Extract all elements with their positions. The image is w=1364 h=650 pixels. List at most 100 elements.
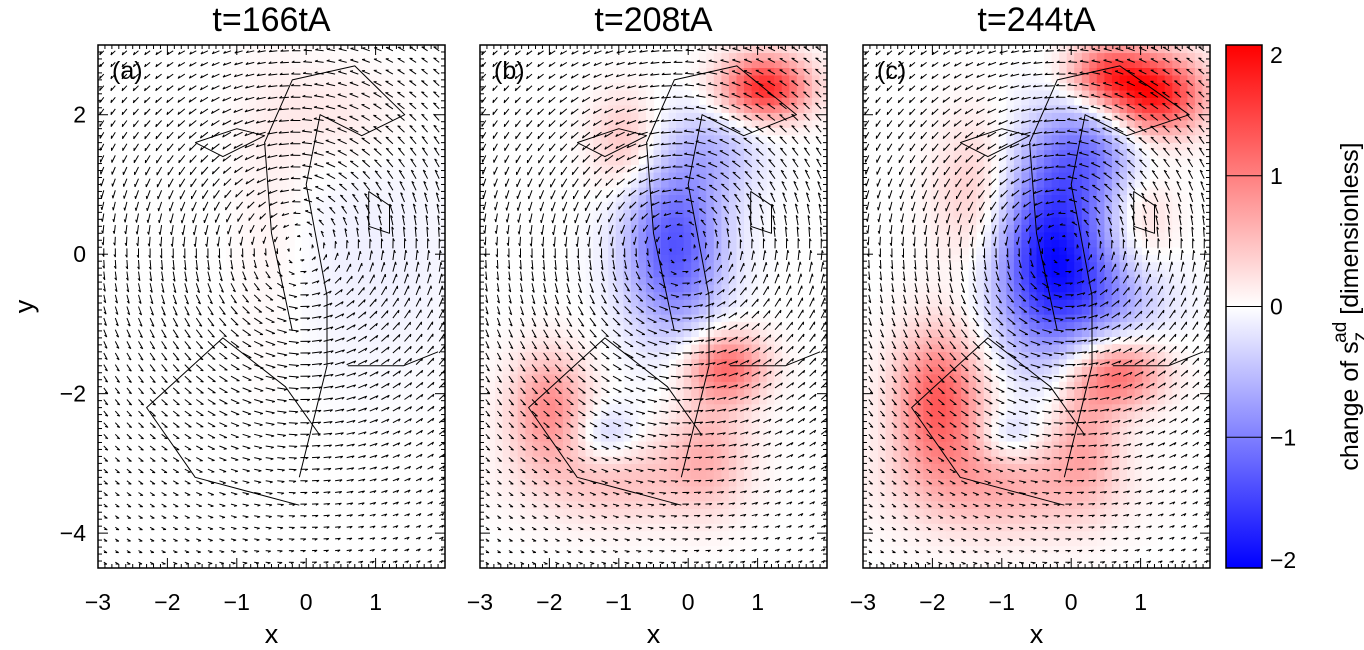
field-cell — [570, 269, 579, 278]
field-cell — [683, 508, 692, 517]
field-cell — [706, 351, 715, 360]
velocity-arrow — [346, 408, 356, 412]
field-cell — [774, 209, 783, 218]
field-cell — [294, 187, 303, 196]
field-cell — [615, 269, 624, 278]
field-cell — [316, 67, 325, 76]
velocity-arrow — [184, 503, 191, 508]
field-cell — [646, 119, 655, 128]
field-cell — [638, 291, 647, 300]
field-cell — [437, 261, 445, 270]
velocity-arrow — [179, 178, 186, 188]
velocity-arrow — [103, 433, 109, 440]
field-cell — [661, 149, 670, 158]
density-contours — [146, 65, 439, 506]
field-cell — [593, 157, 602, 166]
field-cell — [399, 231, 408, 240]
field-cell — [661, 455, 670, 464]
velocity-arrow — [438, 285, 444, 296]
field-cell — [309, 224, 318, 233]
field-cell — [759, 119, 768, 128]
field-cell — [286, 231, 295, 240]
velocity-arrow — [195, 294, 201, 305]
velocity-arrow — [126, 271, 129, 281]
velocity-arrow — [161, 364, 168, 372]
field-cell — [377, 328, 386, 337]
field-cell — [407, 306, 416, 315]
field-cell — [384, 82, 393, 91]
velocity-arrow — [196, 515, 202, 519]
field-cell — [623, 328, 632, 337]
field-cell — [233, 82, 242, 91]
field-cell — [502, 328, 511, 337]
field-cell — [691, 448, 700, 457]
field-cell — [600, 418, 609, 427]
field-cell — [668, 157, 677, 166]
field-cell — [789, 172, 798, 181]
velocity-arrow — [245, 85, 255, 89]
velocity-arrow — [358, 395, 368, 400]
field-cell — [407, 381, 416, 390]
velocity-arrow — [155, 50, 162, 56]
field-cell — [744, 314, 753, 323]
field-cell — [346, 321, 355, 330]
velocity-arrow — [138, 364, 144, 372]
field-cell — [547, 500, 556, 509]
field-cell — [728, 448, 737, 457]
velocity-arrow — [166, 96, 174, 104]
field-cell — [698, 314, 707, 323]
field-cell — [638, 261, 647, 270]
velocity-arrow — [251, 236, 255, 245]
field-cell — [510, 396, 519, 405]
field-cell — [759, 194, 768, 203]
field-cell — [563, 478, 572, 487]
velocity-arrow — [219, 422, 228, 427]
field-cell — [766, 448, 775, 457]
field-cell — [706, 448, 715, 457]
field-cell — [615, 119, 624, 128]
velocity-arrow — [172, 433, 180, 439]
velocity-arrow — [267, 108, 278, 111]
field-cell — [691, 142, 700, 151]
velocity-arrow — [113, 259, 117, 269]
field-cell — [691, 172, 700, 181]
field-cell — [324, 366, 333, 375]
field-cell — [661, 463, 670, 472]
field-cell — [706, 164, 715, 173]
field-cell — [608, 433, 617, 442]
velocity-arrow — [346, 287, 354, 296]
field-cell — [623, 239, 632, 248]
field-cell — [241, 299, 250, 308]
velocity-arrow — [433, 102, 440, 110]
field-cell — [570, 254, 579, 263]
field-cell — [721, 411, 730, 420]
velocity-arrow — [421, 124, 428, 133]
field-cell — [744, 478, 753, 487]
field-cell — [384, 164, 393, 173]
field-cell — [286, 89, 295, 98]
field-cell — [437, 328, 445, 337]
field-cell — [547, 441, 556, 450]
field-cell — [339, 59, 348, 68]
field-cell — [532, 500, 541, 509]
field-cell — [713, 470, 722, 479]
field-cell — [623, 269, 632, 278]
velocity-arrow — [239, 236, 244, 246]
velocity-arrow — [404, 273, 409, 284]
field-cell — [362, 187, 371, 196]
velocity-arrow — [102, 271, 106, 281]
field-cell — [264, 336, 273, 345]
velocity-arrow — [356, 227, 359, 237]
field-cell — [630, 411, 639, 420]
field-cell — [766, 284, 775, 293]
field-cell — [683, 216, 692, 225]
field-cell — [264, 276, 273, 285]
field-cell — [399, 254, 408, 263]
field-cell — [736, 493, 745, 502]
field-cell — [766, 314, 775, 323]
field-cell — [766, 164, 775, 173]
field-cell — [728, 328, 737, 337]
field-cell — [608, 246, 617, 255]
field-cell — [638, 216, 647, 225]
